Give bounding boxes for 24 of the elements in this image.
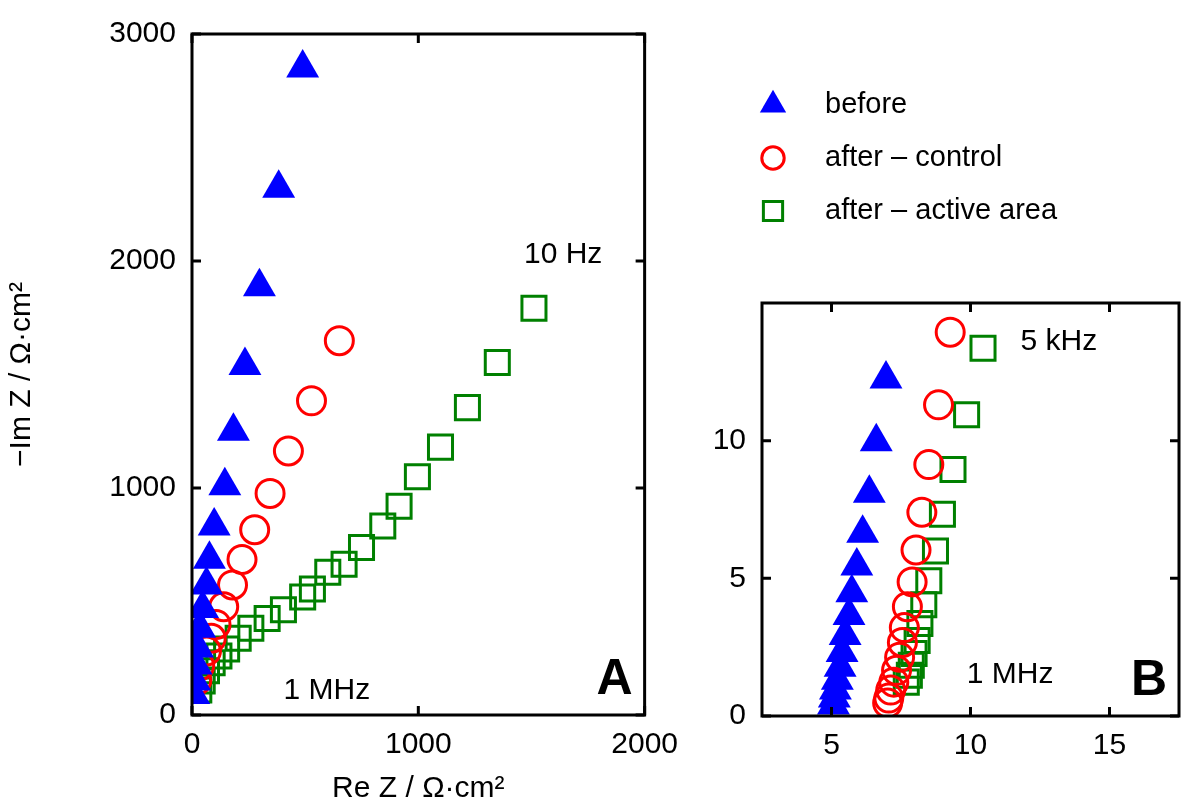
- annotation: B: [1130, 649, 1167, 706]
- y-tick-label: 3000: [109, 15, 176, 49]
- annotation: 1 MHz: [283, 671, 371, 705]
- y-axis-title: −Im Z / Ω·cm²: [3, 282, 37, 467]
- x-tick-label: 5: [823, 727, 840, 761]
- y-tick-label: 0: [729, 697, 746, 731]
- annotation: A: [596, 648, 633, 705]
- x-tick-label: 10: [953, 727, 988, 761]
- y-tick-label: 10: [712, 421, 746, 455]
- legend-label: after – active area: [825, 193, 1058, 225]
- annotation: 1 MHz: [966, 655, 1054, 689]
- x-tick-label: 1000: [384, 726, 452, 760]
- annotation: 5 kHz: [1020, 323, 1098, 357]
- y-tick-label: 2000: [109, 242, 176, 276]
- y-tick-label: 1000: [109, 469, 176, 503]
- legend-label: before: [825, 87, 908, 119]
- legend-label: after – control: [825, 140, 1003, 172]
- y-tick-label: 0: [159, 696, 176, 730]
- x-tick-label: 15: [1092, 727, 1127, 761]
- annotation: 10 Hz: [523, 235, 603, 269]
- x-axis-title: Re Z / Ω·cm²: [332, 770, 505, 804]
- x-tick-label: 2000: [611, 726, 679, 760]
- y-tick-label: 5: [729, 559, 746, 593]
- x-tick-label: 0: [183, 726, 201, 760]
